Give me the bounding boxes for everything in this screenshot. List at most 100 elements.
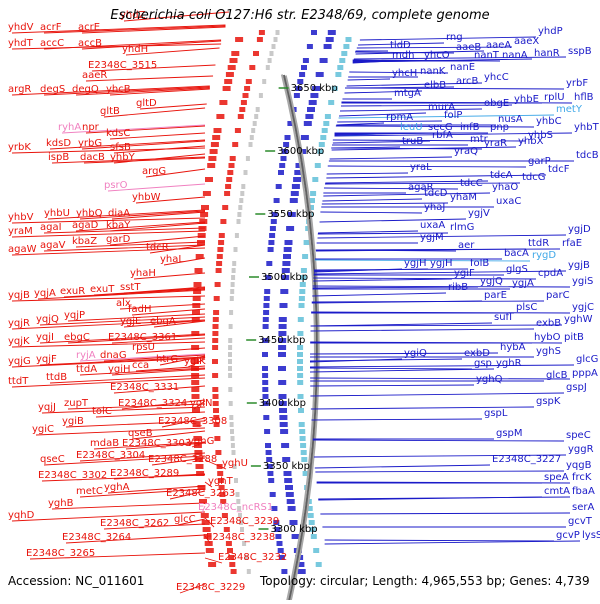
gene-label-minus: yghU — [222, 458, 248, 469]
gene-label-plus: tdcD — [424, 188, 448, 199]
gene-label-minus: accC — [40, 38, 64, 49]
gene-connector-minus — [119, 303, 206, 310]
gene-connector-plus — [340, 108, 483, 112]
feature-block — [222, 86, 231, 91]
feature-block — [282, 457, 291, 462]
gene-connector-minus — [177, 518, 206, 526]
gene-label-plus: tdcB — [576, 150, 599, 161]
gene-label-plus: speC — [566, 430, 591, 441]
feature-block — [284, 240, 293, 245]
gene-connector-minus — [81, 140, 206, 150]
gene-connector-minus — [159, 355, 206, 366]
feature-block — [283, 142, 290, 147]
feature-block — [305, 114, 314, 119]
gene-connector-minus — [135, 347, 206, 354]
gene-connector-minus — [135, 196, 206, 204]
feature-block — [320, 135, 327, 140]
gene-label-minus: yhbY — [110, 152, 136, 163]
tick-label: 3450 kbp — [258, 335, 305, 346]
gene-connector-plus — [311, 311, 571, 314]
gene-connector-minus — [61, 124, 206, 134]
gene-connector-plus — [310, 352, 499, 355]
feature-block — [306, 44, 313, 49]
feature-block — [265, 450, 272, 455]
gene-connector-plus — [310, 406, 535, 410]
feature-block — [281, 275, 290, 280]
gene-label-minus: ygiC — [32, 424, 54, 435]
feature-block — [192, 296, 201, 301]
feature-block — [201, 520, 210, 525]
gene-connector-minus — [81, 40, 222, 50]
gene-label-plus: ygjH — [430, 258, 453, 269]
gene-label-minus: garD — [106, 234, 131, 245]
feature-block — [271, 506, 278, 511]
feature-block — [224, 79, 233, 84]
gene-connector-plus — [310, 368, 495, 373]
feature-block — [297, 317, 304, 322]
gene-connector-plus — [324, 539, 555, 542]
gene-connector-minus — [107, 183, 206, 192]
gene-label-minus: exuR — [60, 286, 85, 297]
gene-label-plus: yraQ — [454, 146, 478, 157]
gene-label-minus: yqjQ — [36, 314, 59, 325]
gene-connector-minus — [11, 43, 222, 50]
feature-block — [244, 86, 251, 91]
feature-block — [262, 338, 269, 343]
feature-block — [262, 79, 267, 84]
feature-block — [267, 471, 274, 476]
gene-label-minus: ygiH — [108, 364, 131, 375]
feature-block — [219, 100, 228, 105]
feature-block — [229, 310, 234, 315]
gene-connector-minus — [75, 87, 210, 96]
gene-connector-plus — [314, 464, 491, 469]
gene-connector-minus — [111, 368, 206, 376]
gene-label-plus: rplU — [544, 92, 565, 103]
gene-label-plus: hybO — [534, 332, 561, 343]
gene-connector-minus — [63, 288, 206, 298]
gene-connector-plus — [321, 202, 449, 205]
gene-label-minus: yqjI — [36, 332, 54, 343]
feature-block — [301, 65, 307, 70]
gene-label-minus: ygiB — [62, 416, 84, 427]
feature-block — [262, 324, 269, 329]
gene-label-minus: degQ — [72, 84, 99, 95]
feature-block — [230, 569, 237, 574]
feature-block — [236, 499, 241, 504]
gene-connector-plus — [344, 87, 565, 90]
gene-label-minus: ttdA — [76, 364, 97, 375]
gene-label-plus: hflB — [574, 92, 594, 103]
gene-connector-plus — [340, 104, 513, 107]
feature-block — [291, 534, 300, 539]
feature-block — [291, 184, 300, 189]
feature-block — [231, 450, 236, 455]
gene-connector-plus — [309, 364, 575, 368]
gene-connector-minus — [131, 308, 206, 316]
gene-connector-plus — [323, 187, 459, 190]
gene-label-minus: acrF — [40, 22, 62, 33]
gene-label-minus: agaD — [72, 220, 99, 231]
gene-label-minus: ygiK — [184, 356, 206, 367]
gene-label-plus: obgE — [484, 98, 509, 109]
gene-connector-plus — [356, 46, 513, 49]
feature-block — [310, 93, 319, 98]
feature-block — [283, 247, 292, 252]
gene-connector-minus — [43, 86, 210, 96]
gene-label-plus: yghQ — [476, 374, 503, 385]
gene-label-minus: cca — [132, 360, 149, 371]
gene-label-plus: murA — [428, 102, 455, 113]
gene-connector-minus — [49, 139, 206, 150]
gene-connector-minus — [67, 334, 206, 344]
gene-connector-plus — [320, 211, 423, 214]
feature-block — [279, 415, 288, 420]
feature-block — [230, 282, 235, 287]
feature-block — [302, 58, 309, 63]
gene-label-minus: E2348C_3289 — [110, 468, 179, 479]
gene-label-plus: gsp — [474, 358, 492, 369]
gene-connector-minus — [75, 241, 206, 248]
gene-label-plus: yhcO — [424, 50, 450, 61]
gene-connector-minus — [83, 157, 206, 164]
gene-label-plus: aaeX — [514, 36, 539, 47]
feature-block — [216, 114, 225, 119]
feature-block — [287, 212, 296, 217]
feature-block — [195, 254, 204, 259]
